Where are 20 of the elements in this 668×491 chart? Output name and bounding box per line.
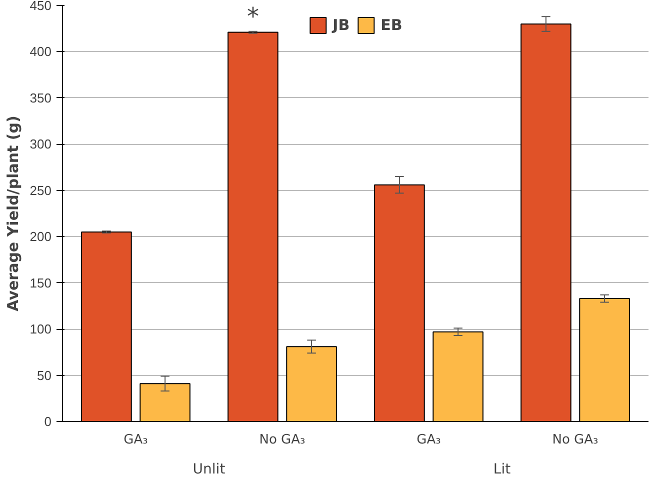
- x-tick-label: No GA₃: [259, 432, 306, 448]
- y-tick-label: 150: [30, 275, 52, 290]
- y-axis-title: Average Yield/plant (g): [4, 116, 22, 312]
- text: Unlit: [192, 462, 226, 478]
- y-tick-label: 250: [30, 182, 52, 198]
- x-tick-label: GA₃: [124, 432, 148, 448]
- annotation: *: [246, 2, 259, 30]
- y-tick-label: 0: [44, 414, 52, 429]
- y-tick-label: 100: [30, 322, 52, 337]
- y-tick-label: 400: [30, 44, 52, 60]
- y-tick-label: 350: [30, 90, 52, 106]
- text: Lit: [493, 462, 512, 478]
- y-tick-label: 300: [30, 136, 52, 152]
- legend-label: EB: [380, 16, 402, 34]
- x-tick-label: No GA₃: [552, 432, 598, 448]
- y-tick-label: 450: [30, 0, 52, 13]
- y-tick-label: 200: [30, 229, 52, 244]
- x-tick-label: GA₃: [416, 432, 441, 448]
- y-tick-label: 50: [37, 368, 52, 383]
- legend-label: JB: [332, 16, 351, 34]
